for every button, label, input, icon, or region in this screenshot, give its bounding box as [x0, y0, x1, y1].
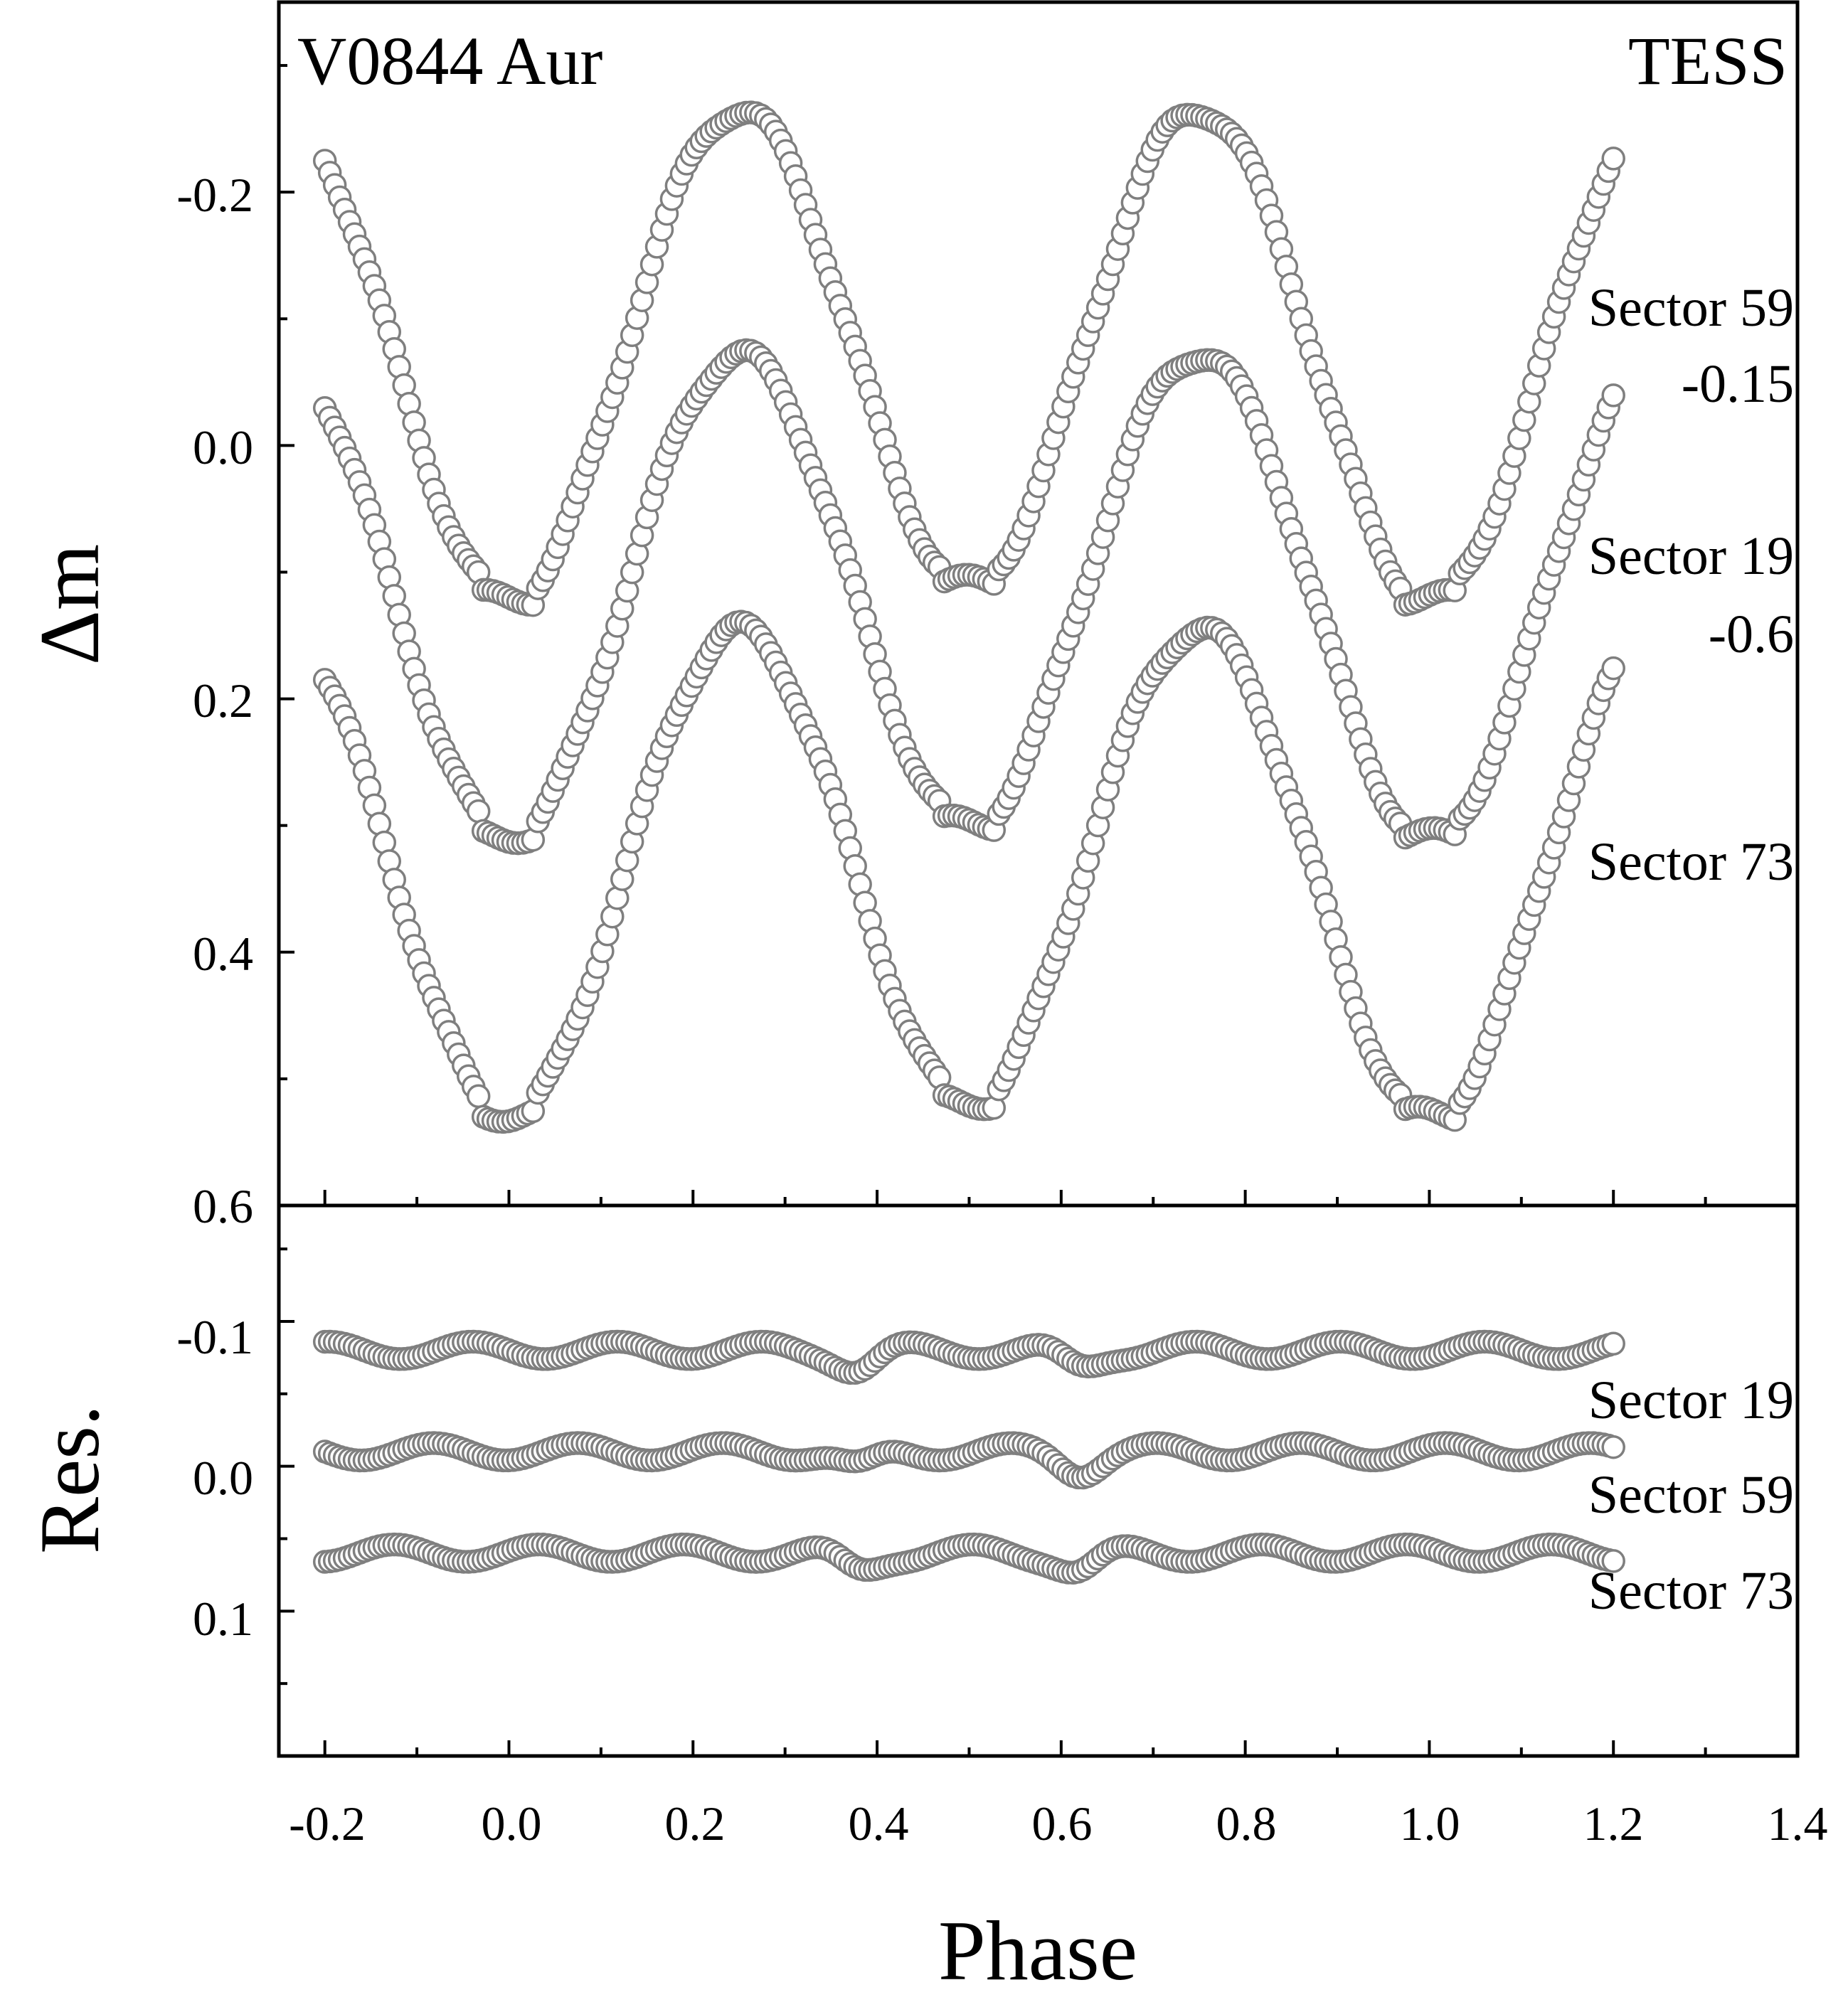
- residual-point: [1601, 1435, 1625, 1459]
- series-offset-sector-59: -0.15: [1682, 354, 1794, 414]
- top-y-axis-title: Δm: [22, 544, 117, 666]
- x-tick-label: 0.6: [1032, 1797, 1093, 1851]
- x-tick-label: 0.2: [665, 1797, 726, 1851]
- data-point: [1601, 656, 1625, 681]
- data-point: [1601, 383, 1625, 408]
- y-tick-label: 0.0: [193, 1451, 253, 1505]
- x-tick-label: 1.4: [1768, 1797, 1828, 1851]
- series-offset-sector-19: -0.6: [1709, 605, 1794, 664]
- series-label-sector-59: Sector 59: [1588, 278, 1794, 338]
- res-label-sector-73: Sector 73: [1588, 1561, 1794, 1621]
- x-tick-label: 1.2: [1583, 1797, 1644, 1851]
- x-axis-title: Phase: [938, 1903, 1137, 1998]
- y-tick-label: 0.4: [193, 927, 253, 981]
- x-tick-label: -0.2: [289, 1797, 366, 1851]
- y-tick-label: -0.1: [176, 1310, 253, 1364]
- model-fit-line: [323, 107, 1615, 600]
- y-tick-label: 0.1: [193, 1592, 253, 1646]
- bottom-y-axis-title: Res.: [22, 1405, 117, 1554]
- star-name-label: V0844 Aur: [297, 23, 602, 99]
- mission-label: TESS: [1628, 23, 1788, 99]
- data-point: [466, 1084, 491, 1109]
- x-tick-labels: -0.2 0.0 0.2 0.4 0.6 0.8 1.0 1.2 1.4: [289, 1797, 1827, 1851]
- residual-point: [1601, 1549, 1625, 1573]
- y-tick-label: 0.6: [193, 1179, 253, 1233]
- x-tick-label: 1.0: [1400, 1797, 1460, 1851]
- x-tick-label: 0.0: [482, 1797, 542, 1851]
- data-points: [312, 100, 1625, 1134]
- bottom-panel-frame: [277, 1203, 1800, 1758]
- y-tick-label: -0.2: [176, 168, 253, 222]
- y-tick-label: 0.2: [193, 674, 253, 728]
- data-point: [1601, 147, 1625, 171]
- axis-ticks: [279, 64, 1799, 1756]
- x-tick-label: 0.8: [1216, 1797, 1277, 1851]
- top-y-tick-labels: -0.2 0.0 0.2 0.4 0.6: [176, 168, 253, 1233]
- res-label-sector-59: Sector 59: [1588, 1465, 1794, 1525]
- res-label-sector-19: Sector 19: [1588, 1370, 1794, 1430]
- bottom-y-tick-labels: -0.1 0.0 0.1: [176, 1310, 253, 1646]
- residual-point: [1601, 1331, 1625, 1356]
- y-tick-label: 0.0: [193, 420, 253, 474]
- data-point: [466, 799, 491, 824]
- series-label-sector-19: Sector 19: [1588, 526, 1794, 586]
- residual-points: [312, 1329, 1625, 1585]
- series-label-sector-73: Sector 73: [1588, 832, 1794, 892]
- model-fit-line: [323, 627, 1615, 1117]
- x-tick-label: 0.4: [849, 1797, 909, 1851]
